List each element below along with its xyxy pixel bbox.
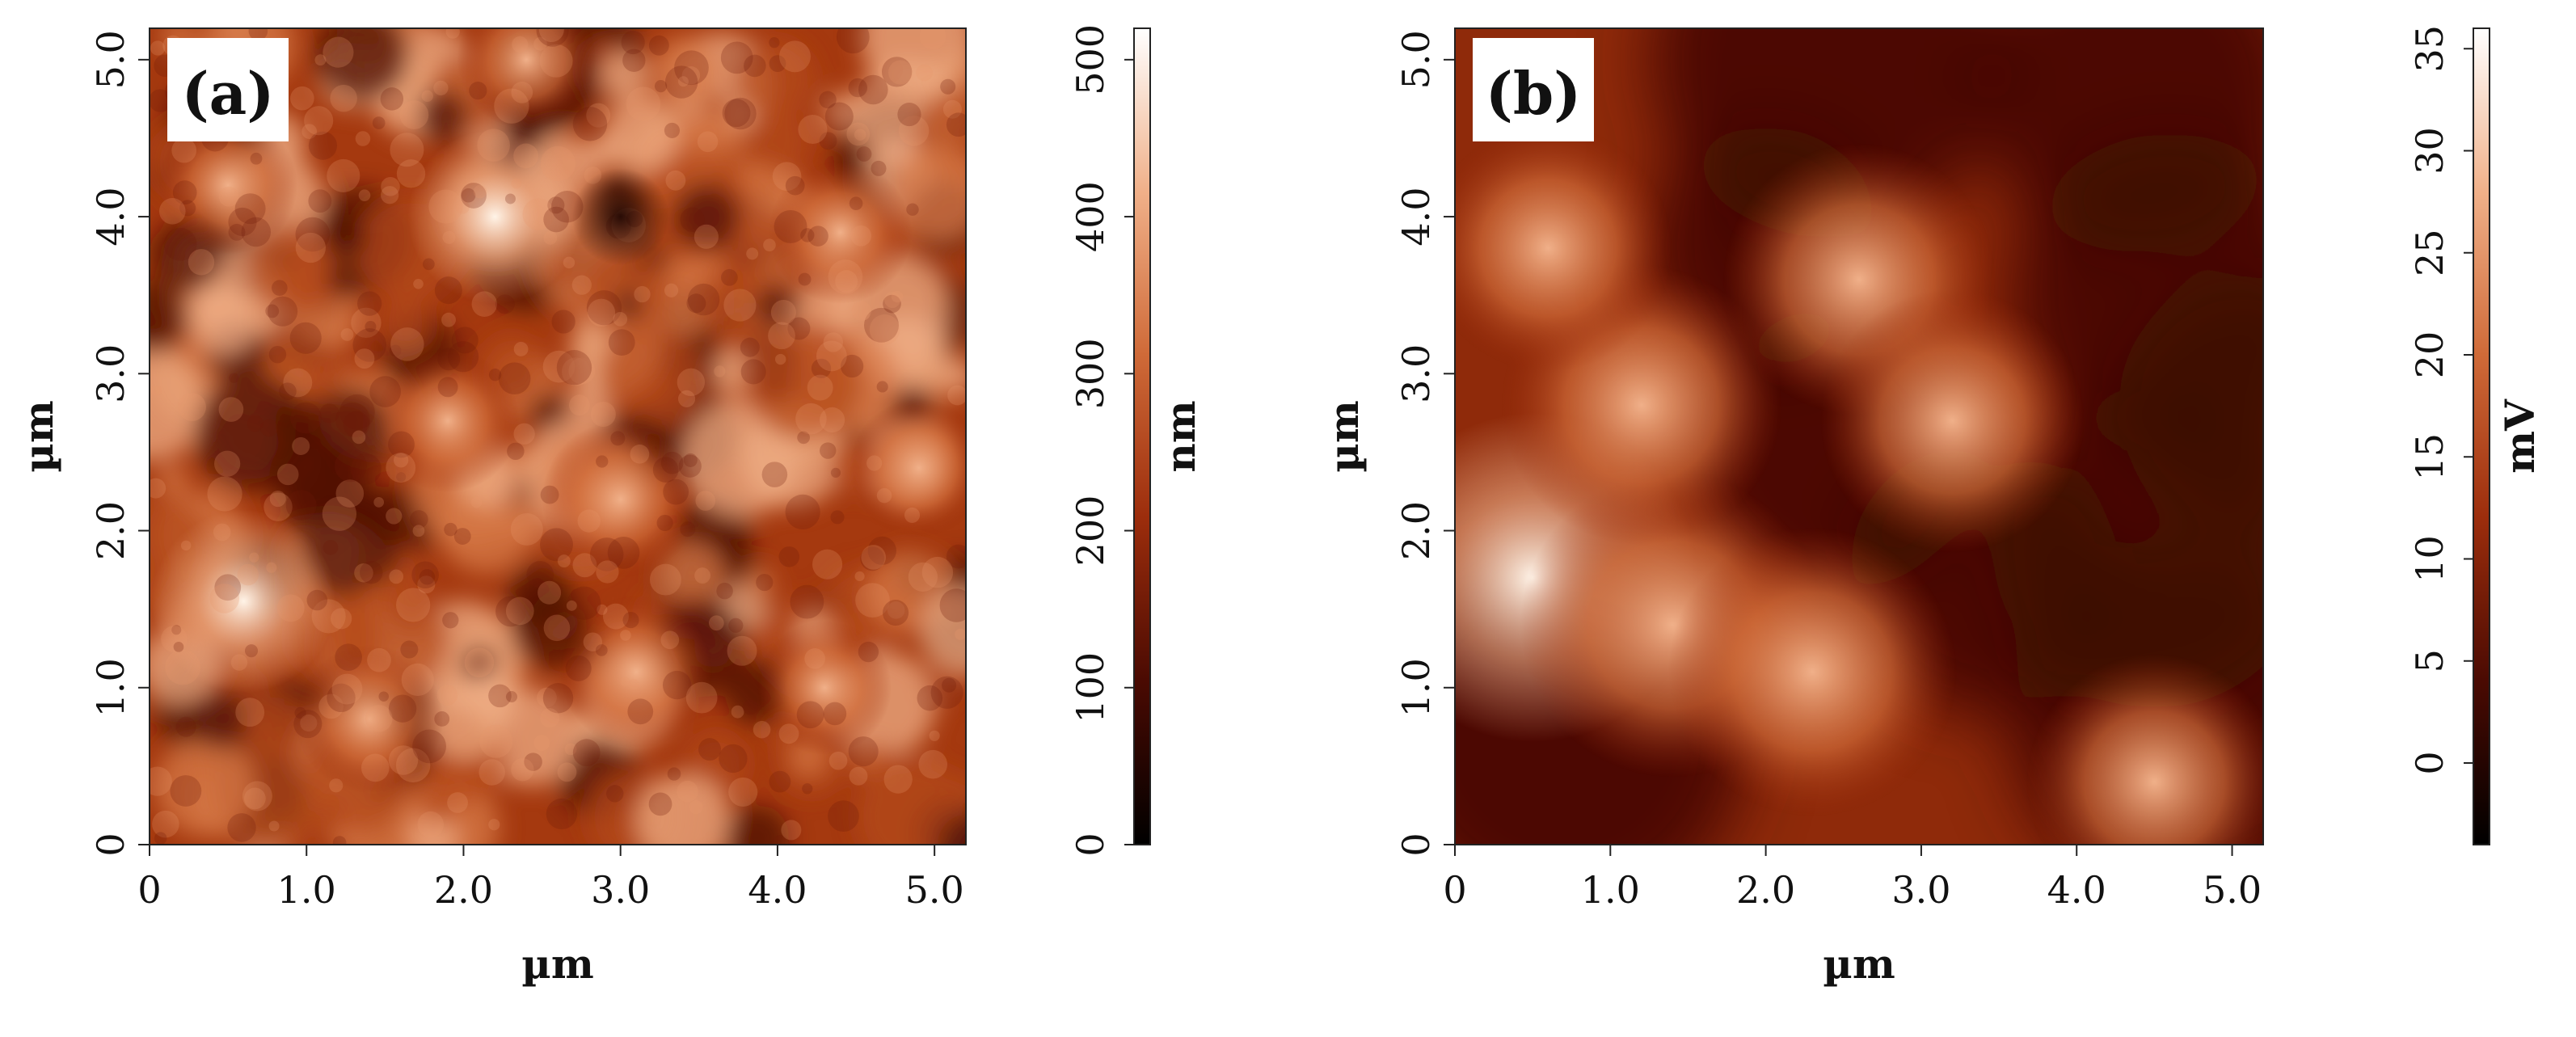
x-tick-label-a-4: 4.0 [748,868,807,912]
x-axis-label-b: µm [1823,940,1895,988]
colorbar-tick-label-a-3: 300 [1069,338,1112,409]
heatmap-image-b [1455,28,2263,845]
y-tick-label-b-2: 2.0 [1394,501,1438,560]
colorbar-tick-label-a-2: 200 [1069,495,1112,567]
plot-frame-a [149,27,967,845]
panel-b: (b) 0 1.0 2.0 3.0 4.0 5.0 0 1.0 2.0 3.0 4.0 5.0 µm… [1320,25,2544,988]
heatmap-feature-a-4 [295,645,444,793]
x-tick-label-b-0: 0 [1443,868,1466,912]
x-ticks-a: 0 1.0 2.0 3.0 4.0 5.0 [137,845,964,912]
panel-label-a: (a) [167,38,289,141]
x-tick-label-b-1: 1.0 [1581,868,1640,912]
panel-label-text-a: (a) [182,59,275,128]
heatmap-image-a [150,28,966,845]
x-tick-label-a-1: 1.0 [277,868,336,912]
panel-label-text-b: (b) [1486,59,1581,128]
y-tick-label-b-3: 3.0 [1394,344,1438,403]
colorbar-gradient-a [1133,27,1151,845]
heatmap-feature-a-9 [850,398,966,537]
colorbar-label-b: mV [2496,398,2544,474]
colorbar-tick-label-b-5: 25 [2408,229,2452,276]
x-tick-label-a-3: 3.0 [591,868,650,912]
plot-frame-b [1454,27,2264,845]
colorbar-tick-label-b-6: 30 [2408,127,2452,175]
heatmap-feature-a-0 [151,508,336,693]
colorbar-label-a: nm [1157,400,1204,472]
colorbar-tick-label-a-5: 500 [1069,24,1112,95]
heatmap-feature-a-1 [407,129,583,305]
y-tick-label-b-4: 4.0 [1394,187,1438,246]
heatmap-feature-b-6 [2026,654,2263,845]
heatmap-feature-b-7 [1455,124,1672,372]
y-ticks-b: 0 1.0 2.0 3.0 4.0 5.0 [1394,30,1455,857]
heatmap-feature-a-7 [457,28,596,129]
colorbar-tick-label-b-2: 10 [2408,535,2452,583]
y-tick-label-a-3: 3.0 [89,344,133,403]
heatmap-feature-b-5 [1820,289,2085,553]
heatmap-feature-a-8 [757,621,892,755]
y-axis-label-a: µm [15,400,62,473]
heatmap-feature-a-2 [542,420,699,578]
x-tick-label-b-3: 3.0 [1891,868,1950,912]
colorbar-tick-label-a-0: 0 [1069,833,1112,856]
colorbar-tick-label-b-0: 0 [2408,751,2452,774]
panel-label-b: (b) [1473,38,1594,141]
x-tick-label-a-0: 0 [137,868,161,912]
heatmap-crevice-a [571,168,669,266]
colorbar-tick-label-b-7: 35 [2408,25,2452,73]
colorbar-tick-label-b-1: 5 [2408,649,2452,672]
colorbar-ticks-b: 0 5 10 15 20 25 30 35 [2408,25,2473,775]
heatmap-feature-a-6 [158,116,297,255]
heatmap-feature-a-10 [376,349,520,492]
colorbar-gradient-b [2473,27,2490,845]
x-axis-label-a: µm [521,940,594,988]
y-ticks-a: 0 1.0 2.0 3.0 4.0 5.0 [89,30,150,857]
y-tick-label-a-0: 0 [89,833,133,856]
y-tick-label-a-5: 5.0 [89,30,133,89]
x-tick-label-b-4: 4.0 [2047,868,2106,912]
colorbar-tick-label-b-3: 15 [2408,433,2452,481]
x-ticks-b: 0 1.0 2.0 3.0 4.0 5.0 [1443,845,2262,912]
heatmap-feature-a-5 [769,161,912,304]
y-axis-label-b: µm [1320,400,1368,473]
x-tick-label-a-5: 5.0 [905,868,964,912]
colorbar-tick-label-a-4: 400 [1069,181,1112,252]
y-tick-label-a-4: 4.0 [89,187,133,246]
heatmap-feature-a-3 [560,596,713,748]
x-tick-label-b-5: 5.0 [2203,868,2262,912]
x-tick-label-a-2: 2.0 [434,868,493,912]
y-tick-label-a-1: 1.0 [89,658,133,717]
colorbar-tick-label-b-4: 20 [2408,331,2452,379]
y-tick-label-b-1: 1.0 [1394,658,1438,717]
colorbar-b: 0 5 10 15 20 25 30 35 mV [2408,25,2544,845]
colorbar-ticks-a: 0 100 200 300 400 500 [1069,24,1134,857]
colorbar-a: 0 100 200 300 400 500 nm [1069,24,1204,857]
panel-a: (a) 0 1.0 2.0 3.0 4.0 5.0 0 1.0 2.0 3.0 4.0 5.0 µm… [15,24,1204,988]
y-tick-label-b-5: 5.0 [1394,30,1438,89]
x-tick-label-b-2: 2.0 [1736,868,1795,912]
y-tick-label-a-2: 2.0 [89,501,133,560]
heatmap-feature-b-2 [1667,527,1957,816]
y-tick-label-b-0: 0 [1394,833,1438,856]
colorbar-tick-label-a-1: 100 [1069,652,1112,723]
